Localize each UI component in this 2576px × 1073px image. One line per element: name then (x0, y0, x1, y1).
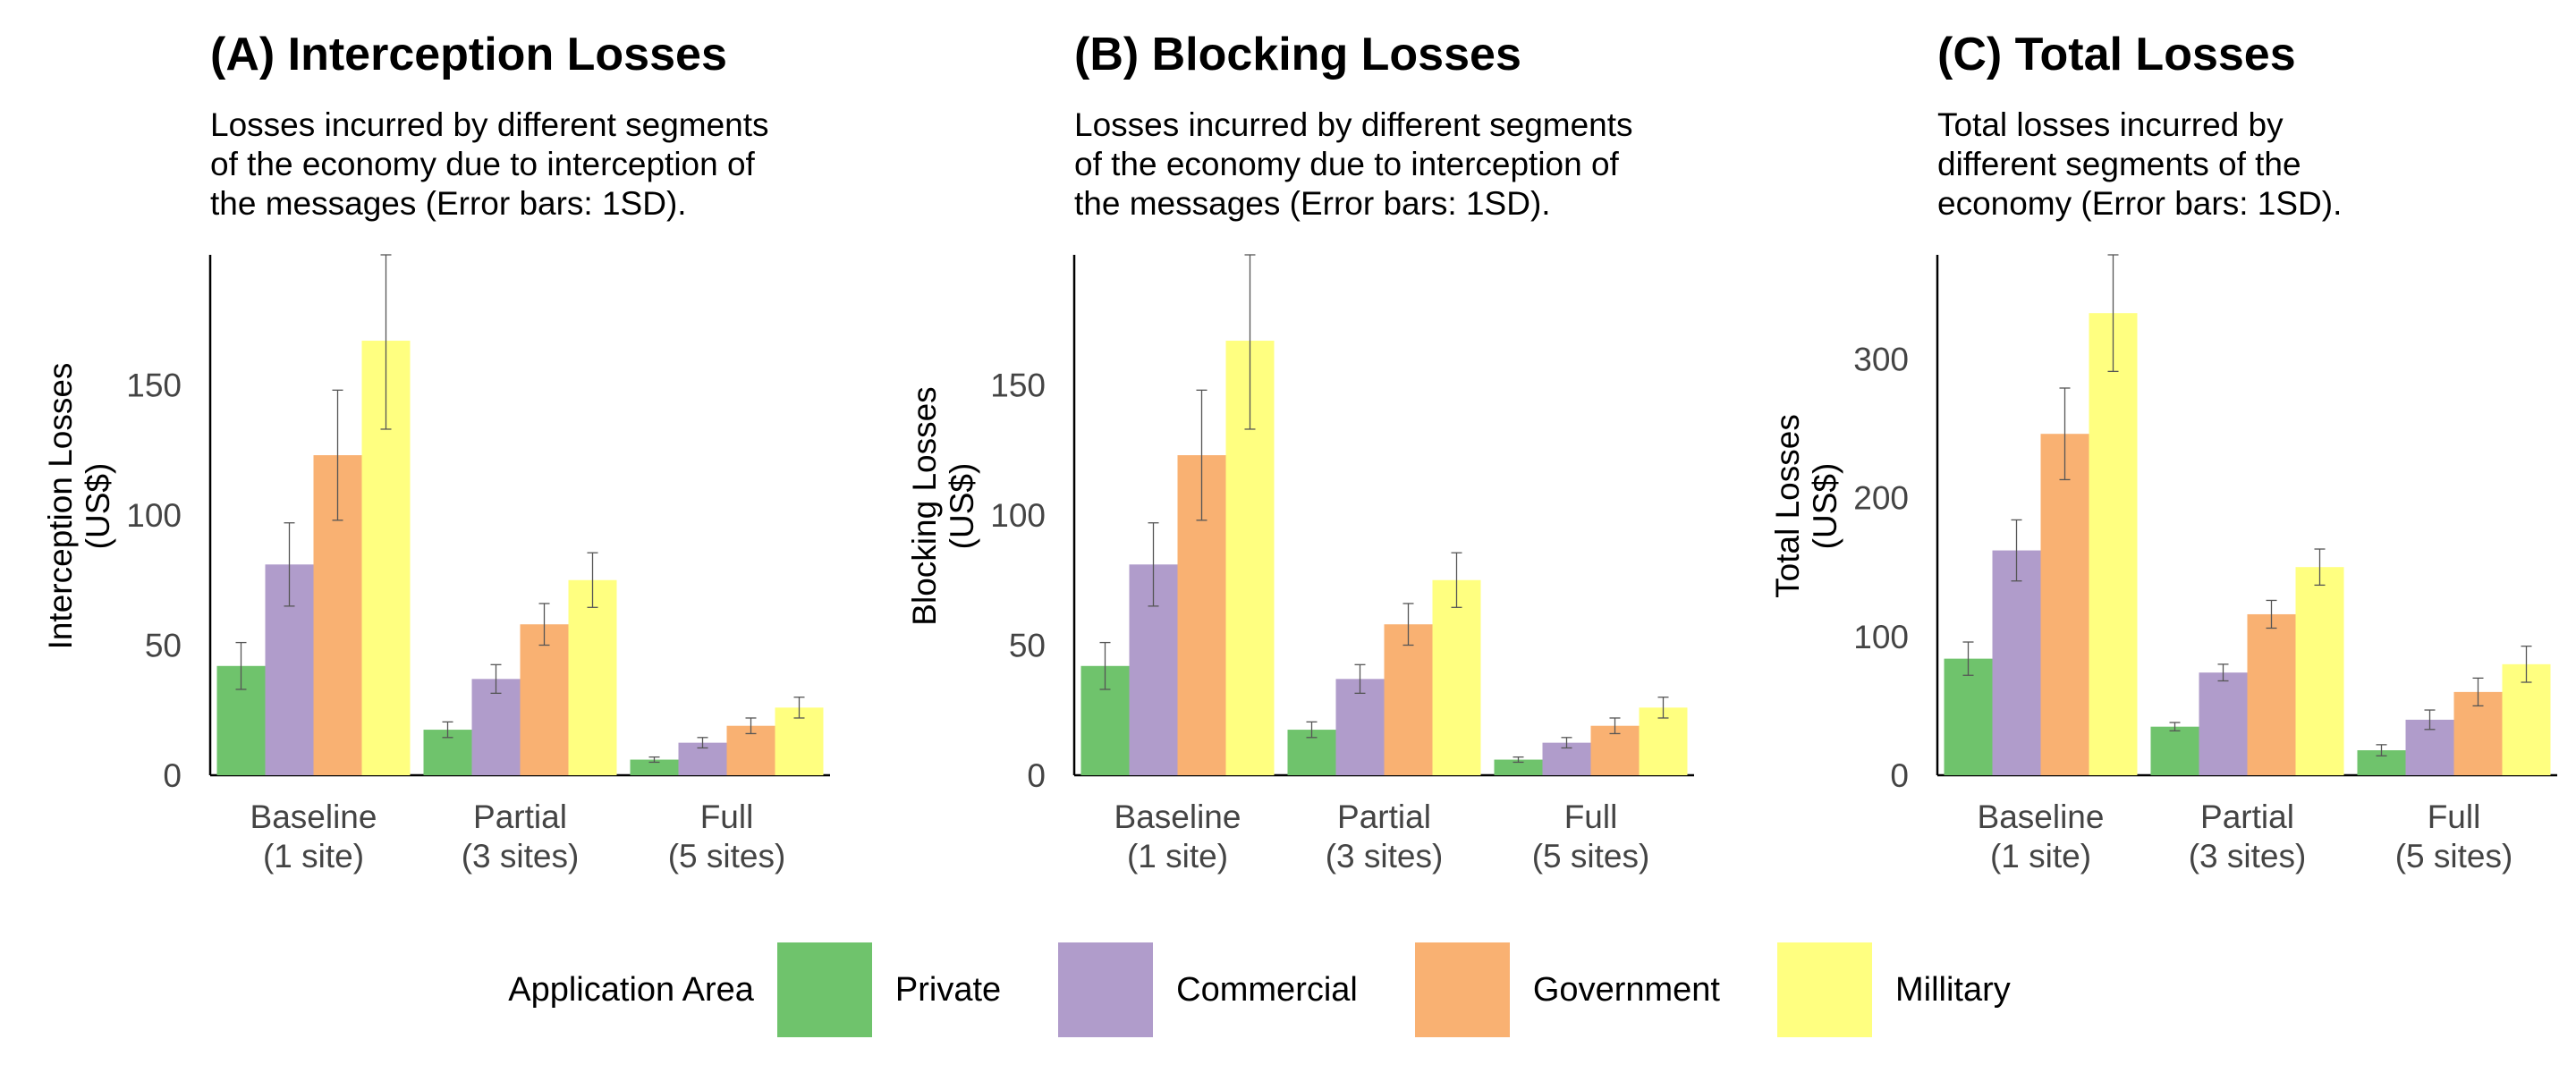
bar-millitary (2089, 313, 2138, 776)
legend-label-military: Millitary (1894, 970, 2011, 1009)
legend-title: Application Area (508, 970, 754, 1009)
y-tick-label: 100 (990, 497, 1046, 534)
legend-label-private: Private (894, 970, 1002, 1009)
panel-title: (B) Blocking Losses (1074, 29, 1521, 80)
y-axis-label: Blocking Losses (906, 386, 943, 625)
legend-item-military: Millitary (1776, 942, 2041, 1037)
bar-government (520, 624, 569, 775)
y-axis-label: Interception Losses (42, 363, 79, 650)
y-axis-label: (US$) (944, 463, 980, 550)
x-tick-label: Partial (473, 798, 567, 835)
legend-item-government: Government (1414, 942, 1750, 1037)
chart-panel-3: (C) Total Losses Total losses incurred by… (1769, 29, 2557, 874)
bar-private (2150, 726, 2199, 775)
x-tick-label: (1 site) (1990, 838, 2091, 874)
panel-subtitle-line: economy (Error bars: 1SD). (1937, 185, 2342, 222)
bar-millitary (568, 579, 617, 775)
panel-subtitle-line: different segments of the (1937, 146, 2301, 182)
legend-item-private: Private (776, 942, 1031, 1037)
chart-panel-2: (B) Blocking Losses Losses incurred by di… (906, 29, 1694, 874)
x-tick-label: Baseline (1978, 798, 2105, 835)
x-tick-label: (3 sites) (1326, 838, 1444, 874)
y-tick-label: 50 (1009, 628, 1046, 664)
x-tick-label: (3 sites) (2189, 838, 2307, 874)
x-tick-label: Full (1564, 798, 1618, 835)
panel-title: (C) Total Losses (1937, 29, 2296, 80)
legend-item-commercial: Commercial (1058, 942, 1388, 1037)
bar-commercial (1335, 679, 1385, 775)
y-tick-label: 100 (126, 497, 182, 534)
bar-commercial (2199, 672, 2248, 775)
chart-panel-1: (A) Interception Losses Losses incurred b… (42, 29, 830, 874)
x-tick-label: (3 sites) (462, 838, 580, 874)
chart-canvas: (A) Interception Losses Losses incurred b… (42, 29, 2557, 874)
bar-millitary (775, 707, 824, 775)
panel-subtitle-line: Losses incurred by different segments (210, 106, 769, 143)
bar-millitary (1432, 579, 1481, 775)
panel-subtitle-line: of the economy due to interception of (1074, 146, 1620, 182)
y-tick-label: 300 (1853, 341, 1909, 377)
bar-commercial (471, 679, 521, 775)
x-tick-label: (5 sites) (1532, 838, 1650, 874)
y-tick-label: 150 (126, 368, 182, 404)
x-tick-label: Full (700, 798, 754, 835)
y-tick-label: 50 (145, 628, 182, 664)
x-tick-label: Baseline (1114, 798, 1241, 835)
panel-subtitle-line: Total losses incurred by (1937, 106, 2284, 143)
bar-government (1384, 624, 1433, 775)
bar-commercial (1992, 550, 2041, 775)
y-axis-label: Total Losses (1769, 414, 1806, 598)
panel-subtitle-line: Losses incurred by different segments (1074, 106, 1633, 143)
bar-private (1944, 658, 1993, 775)
x-tick-label: Baseline (250, 798, 377, 835)
legend: Application Area Private Commercial Gove… (0, 941, 2576, 1039)
panel-title: (A) Interception Losses (210, 29, 727, 80)
bar-millitary (1639, 707, 1688, 775)
legend-swatch-government (1414, 942, 1510, 1037)
bar-private (1494, 759, 1543, 775)
legend-label-government: Government (1532, 970, 1720, 1009)
y-tick-label: 0 (163, 757, 182, 794)
y-tick-label: 100 (1853, 619, 1909, 655)
x-tick-label: (5 sites) (668, 838, 786, 874)
y-axis-label: (US$) (1807, 463, 1843, 550)
panel-subtitle-line: the messages (Error bars: 1SD). (1074, 185, 1551, 222)
x-tick-label: Full (2428, 798, 2481, 835)
y-tick-label: 0 (1890, 757, 1909, 794)
x-tick-label: (1 site) (263, 838, 364, 874)
y-tick-label: 0 (1027, 757, 1046, 794)
bar-government (2247, 613, 2296, 775)
y-tick-label: 150 (990, 368, 1046, 404)
x-tick-label: (5 sites) (2395, 838, 2513, 874)
x-tick-label: Partial (2200, 798, 2294, 835)
panel-subtitle-line: the messages (Error bars: 1SD). (210, 185, 687, 222)
legend-label-commercial: Commercial (1176, 970, 1358, 1009)
bar-government (2040, 434, 2089, 775)
legend-swatch-private (776, 942, 872, 1037)
y-axis-label: (US$) (80, 463, 116, 550)
legend-swatch-commercial (1058, 942, 1154, 1037)
x-tick-label: Partial (1337, 798, 1431, 835)
legend-swatch-military (1776, 942, 1872, 1037)
x-tick-label: (1 site) (1127, 838, 1228, 874)
panel-subtitle-line: of the economy due to interception of (210, 146, 756, 182)
bar-private (630, 759, 679, 775)
y-tick-label: 200 (1853, 480, 1909, 517)
bar-millitary (2295, 567, 2344, 775)
